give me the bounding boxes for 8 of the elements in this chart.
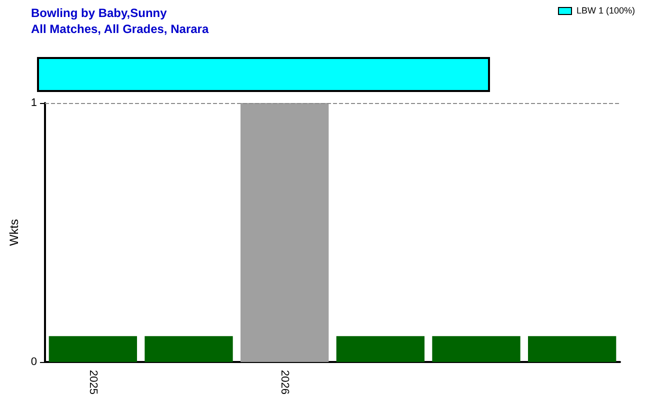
x-tick-label: 2025 <box>86 370 99 394</box>
x-tick-label: 2026 <box>278 370 291 394</box>
y-axis-title: Wkts <box>7 219 21 246</box>
y-tick-label: 1 <box>30 97 38 109</box>
chart-title: Bowling by Baby,Sunny <box>31 6 168 20</box>
text: LBW 1 (100%) <box>576 6 636 16</box>
y-tick-label: 0 <box>30 356 38 368</box>
chart-subtitle: All Matches, All Grades, Narara <box>31 22 209 36</box>
